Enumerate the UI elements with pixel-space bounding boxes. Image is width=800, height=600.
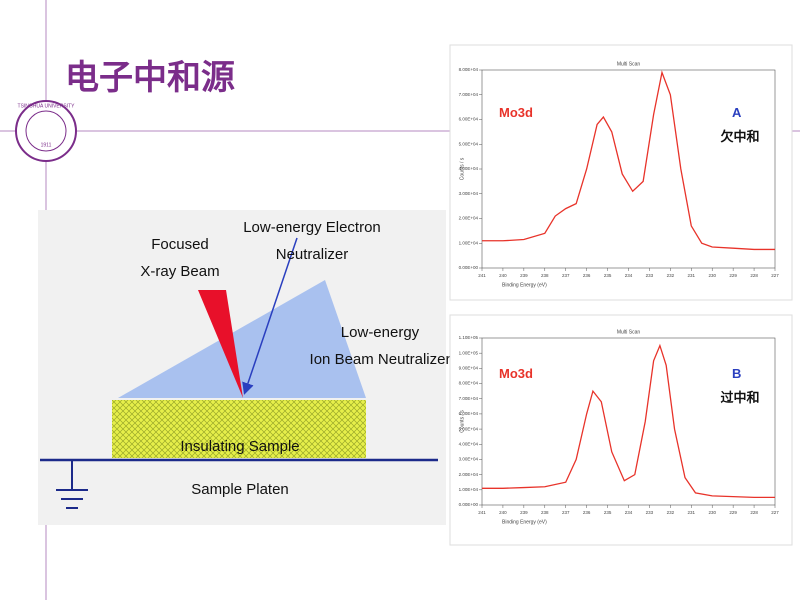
x-tick-label: 231 bbox=[688, 510, 696, 515]
x-tick-label: 233 bbox=[646, 510, 654, 515]
x-tick-label: 229 bbox=[729, 510, 737, 515]
logo-year: 1911 bbox=[41, 142, 52, 148]
y-tick-label: 8.00E+04 bbox=[459, 67, 479, 72]
panel-tag: B bbox=[732, 366, 741, 381]
chart-title: Multi Scan bbox=[617, 61, 641, 67]
panel-tag: A bbox=[732, 105, 742, 120]
series-label: Mo3d bbox=[499, 105, 533, 120]
y-tick-label: 1.00E+04 bbox=[459, 240, 479, 245]
y-tick-label: 1.00E+05 bbox=[459, 350, 479, 355]
y-tick-label: 6.00E+04 bbox=[459, 117, 479, 122]
x-tick-label: 230 bbox=[708, 510, 716, 515]
y-tick-label: 2.00E+04 bbox=[459, 216, 479, 221]
y-tick-label: 2.00E+04 bbox=[459, 472, 479, 477]
x-tick-label: 239 bbox=[520, 273, 528, 278]
y-tick-label: 4.00E+04 bbox=[459, 166, 479, 171]
y-tick-label: 7.00E+04 bbox=[459, 92, 479, 97]
diagram: Focused X-ray Beam Low-energy Electron N… bbox=[38, 210, 450, 525]
x-tick-label: 238 bbox=[541, 510, 549, 515]
y-axis-label: Counts / s bbox=[459, 157, 465, 180]
x-tick-label: 228 bbox=[750, 273, 758, 278]
panel-note: 过中和 bbox=[720, 390, 759, 405]
y-tick-label: 6.00E+04 bbox=[459, 411, 479, 416]
label: Low-energy bbox=[341, 324, 420, 341]
chart-frame bbox=[449, 44, 793, 301]
slide-title: 电子中和源 bbox=[65, 59, 235, 97]
y-tick-label: 0.00E+00 bbox=[459, 502, 479, 507]
label: Sample Platen bbox=[191, 481, 289, 498]
y-tick-label: 3.00E+04 bbox=[459, 191, 479, 196]
x-tick-label: 230 bbox=[708, 273, 716, 278]
x-tick-label: 235 bbox=[604, 510, 612, 515]
y-tick-label: 5.00E+04 bbox=[459, 141, 479, 146]
x-tick-label: 227 bbox=[771, 273, 779, 278]
y-tick-label: 4.00E+04 bbox=[459, 441, 479, 446]
x-tick-label: 239 bbox=[520, 510, 528, 515]
x-axis-label: Binding Energy (eV) bbox=[502, 519, 547, 525]
y-tick-label: 5.00E+04 bbox=[459, 426, 479, 431]
label: Low-energy Electron bbox=[243, 219, 381, 236]
spectrum-line bbox=[482, 343, 775, 499]
label: X-ray Beam bbox=[140, 263, 219, 280]
sample bbox=[112, 400, 366, 458]
y-tick-label: 3.00E+04 bbox=[459, 457, 479, 462]
x-tick-label: 234 bbox=[625, 510, 633, 515]
x-tick-label: 241 bbox=[478, 510, 486, 515]
label: Insulating Sample bbox=[180, 438, 299, 455]
x-tick-label: 235 bbox=[604, 273, 612, 278]
x-tick-label: 237 bbox=[562, 510, 570, 515]
x-tick-label: 234 bbox=[625, 273, 633, 278]
y-axis-label: Counts / s bbox=[459, 410, 465, 433]
chart-title: Multi Scan bbox=[617, 329, 641, 335]
x-tick-label: 232 bbox=[667, 273, 675, 278]
x-tick-label: 240 bbox=[499, 273, 507, 278]
spectrum-line bbox=[482, 70, 775, 251]
x-tick-label: 236 bbox=[583, 510, 591, 515]
x-tick-label: 238 bbox=[541, 273, 549, 278]
logo-ring bbox=[25, 110, 67, 152]
x-tick-label: 231 bbox=[688, 273, 696, 278]
x-tick-label: 229 bbox=[729, 273, 737, 278]
label: Ion Beam Neutralizer bbox=[310, 351, 451, 368]
logo: TSINGHUA UNIVERSITY 1911 bbox=[15, 100, 77, 162]
series-label: Mo3d bbox=[499, 366, 533, 381]
x-tick-label: 237 bbox=[562, 273, 570, 278]
x-tick-label: 227 bbox=[771, 510, 779, 515]
x-tick-label: 241 bbox=[478, 273, 486, 278]
y-tick-label: 9.00E+04 bbox=[459, 366, 479, 371]
x-tick-label: 233 bbox=[646, 273, 654, 278]
xray-beam bbox=[198, 290, 243, 398]
y-tick-label: 1.10E+05 bbox=[459, 335, 479, 340]
y-tick-label: 0.00E+00 bbox=[459, 265, 479, 270]
x-tick-label: 228 bbox=[750, 510, 758, 515]
panel-note: 欠中和 bbox=[720, 129, 759, 144]
ion-beam bbox=[118, 280, 366, 398]
logo-text: TSINGHUA UNIVERSITY bbox=[18, 103, 76, 109]
x-axis-label: Binding Energy (eV) bbox=[502, 282, 547, 288]
x-tick-label: 232 bbox=[667, 510, 675, 515]
y-tick-label: 7.00E+04 bbox=[459, 396, 479, 401]
logo-ring bbox=[15, 100, 77, 162]
chart-frame bbox=[449, 314, 793, 546]
y-tick-label: 8.00E+04 bbox=[459, 381, 479, 386]
y-tick-label: 1.00E+04 bbox=[459, 487, 479, 492]
electron-arrow bbox=[242, 237, 298, 395]
label: Focused bbox=[151, 236, 209, 253]
x-tick-label: 236 bbox=[583, 273, 591, 278]
x-tick-label: 240 bbox=[499, 510, 507, 515]
label: Neutralizer bbox=[276, 246, 349, 263]
